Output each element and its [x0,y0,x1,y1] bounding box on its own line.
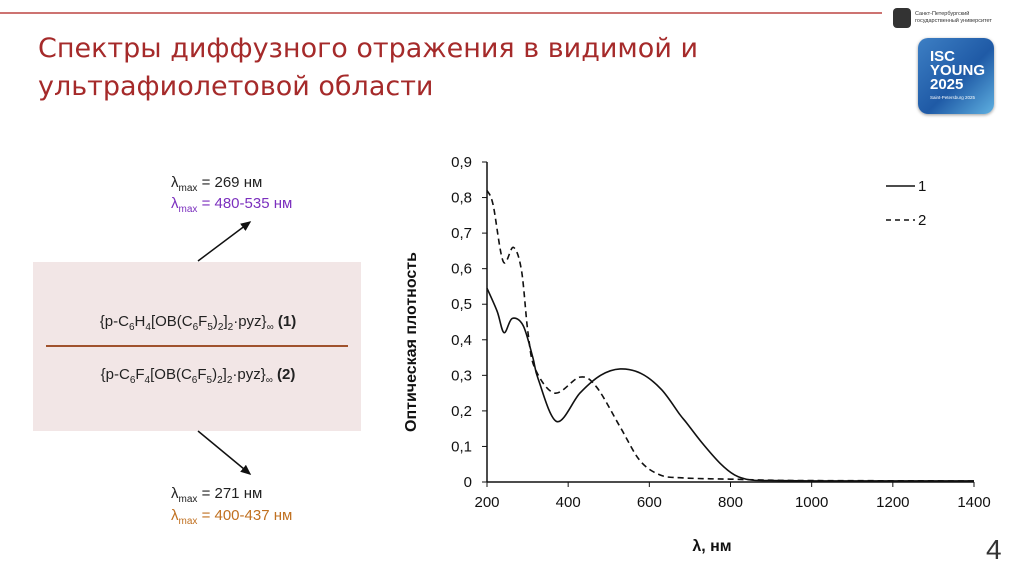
y-tick-label: 0,4 [451,332,472,349]
page-number: 4 [986,534,1002,565]
compounds-box [33,262,361,431]
y-tick-label: 0,3 [451,367,472,384]
series-1-line [486,287,974,482]
title-line-1: Спектры диффузного отражения в видимой и [38,33,698,64]
legend-label-2: 2 [918,212,926,229]
y-axis-label: Оптическая плотность [403,252,420,432]
arrow-up [197,221,252,262]
university-logo: Санкт-Петербургский государственный унив… [893,8,1010,28]
y-tick-label: 0,2 [451,403,472,420]
lambda-top-1: λmax = 269 нм [171,174,263,194]
arrow-down [197,430,252,475]
lambda-bottom-1: λmax = 271 нм [171,485,263,505]
y-tick-label: 0,5 [451,296,472,313]
y-tick-label: 0,6 [451,261,472,278]
page-title: Спектры диффузного отражения в видимой и… [38,30,838,106]
x-tick-label: 800 [718,494,743,511]
compound-2-formula: {p-C6F4[OB(C6F5)2]2·pyz}∞ (2) [100,366,296,386]
conference-logo: ISC YOUNG 2025 Saint-Petersburg 2025 [918,38,994,114]
x-tick-label: 1200 [876,494,909,511]
x-tick-label: 400 [556,494,581,511]
series-2-line [486,190,975,482]
y-tick-label: 0,9 [451,154,472,171]
title-line-2: ультрафиолетовой области [38,71,434,102]
y-tick-label: 0,1 [451,438,472,455]
y-tick-label: 0 [464,474,472,491]
y-tick-label: 0,8 [451,190,472,207]
x-tick-label: 200 [474,494,499,511]
compound-separator [46,345,348,347]
top-divider [0,12,882,14]
x-tick-label: 600 [637,494,662,511]
x-axis-label: λ, нм [692,538,731,555]
x-tick-label: 1000 [795,494,828,511]
x-tick-label: 1400 [957,494,990,511]
lambda-bottom-2: λmax = 400-437 нм [171,507,293,527]
crest-icon [893,8,911,28]
legend-label-1: 1 [918,178,926,195]
y-tick-label: 0,7 [451,225,472,242]
university-name: Санкт-Петербургский государственный унив… [915,11,992,24]
compound-1-formula: {p-C6H4[OB(C6F5)2]2·pyz}∞ (1) [99,313,297,333]
lambda-top-2: λmax = 480-535 нм [171,195,293,215]
